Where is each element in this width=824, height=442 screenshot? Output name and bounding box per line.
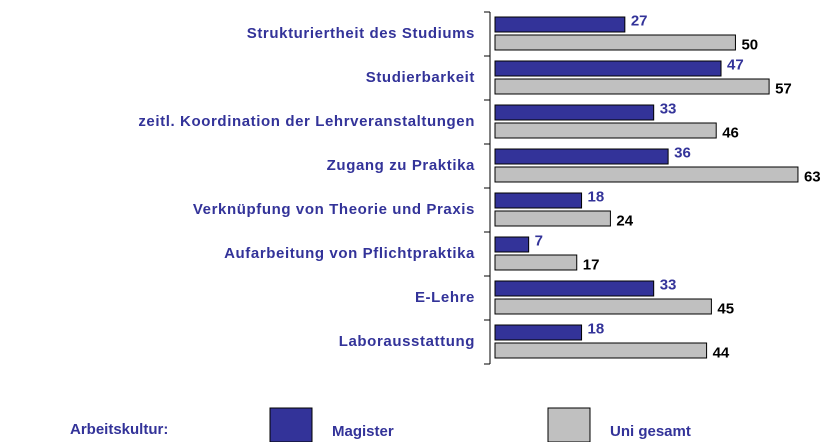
legend-label: Uni gesamt: [610, 423, 691, 440]
category-label: Aufarbeitung von Pflichtpraktika: [224, 245, 475, 262]
bar: [494, 166, 799, 183]
category-label: Studierbarkeit: [366, 69, 475, 86]
value-label: 18: [588, 188, 605, 205]
value-label: 24: [616, 212, 633, 229]
legend-label: Magister: [332, 423, 394, 440]
bar: [494, 122, 717, 139]
value-label: 57: [775, 80, 792, 97]
legend-title: Arbeitskultur:: [70, 421, 168, 438]
value-label: 18: [588, 320, 605, 337]
category-label: Laborausstattung: [339, 333, 475, 350]
value-label: 33: [660, 100, 677, 117]
bar: [494, 254, 578, 271]
category-label: Zugang zu Praktika: [327, 157, 475, 174]
category-label: Verknüpfung von Theorie und Praxis: [193, 201, 475, 218]
bar: [494, 148, 669, 165]
bar: [494, 280, 655, 297]
value-label: 7: [535, 232, 543, 249]
value-label: 47: [727, 56, 744, 73]
value-label: 46: [722, 124, 739, 141]
value-label: 63: [804, 168, 821, 185]
value-label: 36: [674, 144, 691, 161]
category-label: Strukturiertheit des Studiums: [247, 25, 475, 42]
value-label: 50: [741, 36, 758, 53]
bar: [494, 210, 611, 227]
legend-swatch: [269, 407, 313, 442]
bar: [494, 104, 655, 121]
bar: [494, 342, 708, 359]
value-label: 45: [717, 300, 734, 317]
bar: [494, 298, 712, 315]
category-label: E-Lehre: [415, 289, 475, 306]
value-label: 33: [660, 276, 677, 293]
value-label: 17: [583, 256, 600, 273]
value-label: 27: [631, 12, 648, 29]
value-label: 44: [713, 344, 730, 361]
bar: [494, 324, 583, 341]
bar: [494, 60, 722, 77]
bar: [494, 78, 770, 95]
category-label: zeitl. Koordination der Lehrveranstaltun…: [138, 113, 475, 130]
bar: [494, 34, 736, 51]
legend-swatch: [547, 407, 591, 442]
bar: [494, 16, 626, 33]
bar: [494, 192, 583, 209]
bar: [494, 236, 530, 253]
